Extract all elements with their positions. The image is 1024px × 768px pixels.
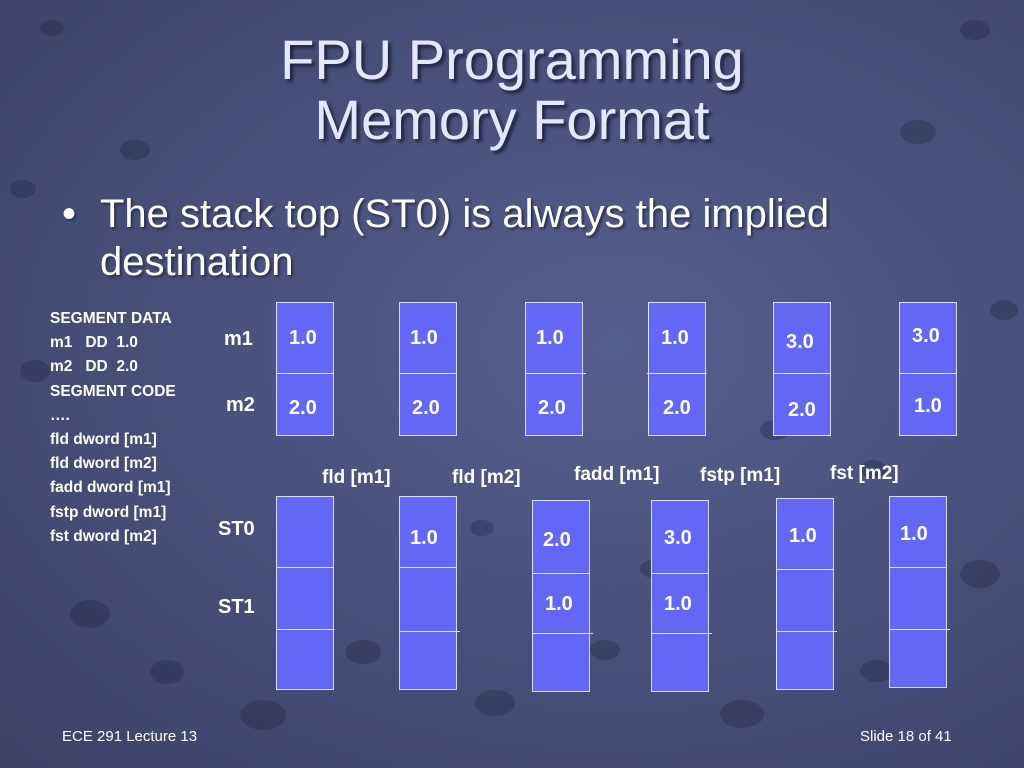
stack-st0-value: 1.0	[789, 525, 817, 547]
title-line-2: Memory Format	[314, 88, 710, 151]
code-listing: SEGMENT DATA m1 DD 1.0 m2 DD 2.0 SEGMENT…	[50, 307, 176, 549]
divider	[774, 373, 830, 374]
code-line: m1 DD 1.0	[50, 334, 138, 352]
code-line: fst dword [m2]	[50, 527, 157, 545]
background-bubble	[70, 600, 110, 628]
code-line: SEGMENT CODE	[50, 382, 176, 400]
background-bubble	[960, 20, 990, 40]
divider	[400, 567, 456, 568]
bullet-text: The stack top (ST0) is always the implie…	[100, 192, 830, 284]
memory-m1-value: 1.0	[410, 327, 438, 349]
divider	[277, 629, 335, 630]
instruction-label: fstp [m1]	[700, 465, 781, 486]
divider	[526, 373, 586, 374]
title-line-1: FPU Programming	[280, 28, 744, 91]
background-bubble	[20, 360, 50, 382]
label-m2: m2	[226, 394, 255, 416]
code-line: SEGMENT DATA	[50, 310, 172, 327]
divider	[777, 631, 837, 632]
memory-m1-value: 3.0	[912, 325, 940, 347]
memory-m1-value: 1.0	[536, 327, 564, 349]
divider	[652, 573, 708, 574]
stack-st1-value: 1.0	[545, 593, 573, 615]
divider	[533, 573, 589, 574]
slide-title: FPU Programming Memory Format	[0, 30, 1024, 150]
divider	[652, 633, 712, 634]
memory-m1-value: 1.0	[289, 327, 317, 349]
bullet-marker: •	[62, 192, 77, 236]
divider	[900, 373, 956, 374]
instruction-label: fst [m2]	[830, 463, 899, 484]
memory-m2-value: 2.0	[412, 397, 440, 419]
divider	[890, 629, 950, 630]
stack-box: 1.0	[399, 496, 460, 690]
divider	[277, 373, 333, 374]
stack-st0-value: 2.0	[543, 529, 571, 551]
memory-m1-value: 1.0	[661, 327, 689, 349]
memory-m2-value: 2.0	[663, 397, 691, 419]
background-bubble	[470, 520, 494, 536]
divider	[400, 631, 460, 632]
stack-box	[276, 496, 335, 690]
stack-st0-value: 3.0	[664, 527, 692, 549]
code-line: fadd dword [m1]	[50, 479, 171, 497]
footer-right: Slide 18 of 41	[860, 728, 952, 745]
code-line: ….	[50, 406, 70, 424]
background-bubble	[150, 660, 184, 684]
stack-box: 2.0 1.0	[532, 500, 593, 692]
instruction-label: fadd [m1]	[574, 464, 660, 485]
background-bubble	[860, 460, 886, 478]
memory-m2-value: 2.0	[289, 397, 317, 419]
memory-box: 1.0 2.0	[276, 302, 334, 436]
memory-box: 1.0 2.0	[525, 302, 586, 436]
stack-st0-value: 1.0	[900, 523, 928, 545]
stack-st0-value: 1.0	[410, 527, 438, 549]
memory-box: 3.0 1.0	[899, 302, 957, 436]
divider	[533, 633, 593, 634]
memory-box: 1.0 2.0	[647, 302, 707, 436]
divider	[890, 567, 946, 568]
memory-m2-value: 1.0	[914, 395, 942, 417]
background-bubble	[900, 120, 936, 144]
label-m1: m1	[224, 328, 253, 350]
background-bubble	[40, 20, 64, 36]
background-bubble	[345, 640, 381, 664]
background-bubble	[960, 560, 1000, 588]
stack-box: 3.0 1.0	[651, 500, 712, 692]
footer-left: ECE 291 Lecture 13	[62, 728, 198, 745]
background-bubble	[720, 700, 764, 728]
stack-box: 1.0	[889, 496, 950, 688]
background-bubble	[590, 640, 620, 660]
code-line: fld dword [m1]	[50, 431, 157, 449]
memory-m2-value: 2.0	[788, 399, 816, 421]
memory-m1-value: 3.0	[786, 331, 814, 353]
background-bubble	[475, 690, 515, 716]
divider	[277, 567, 333, 568]
divider	[400, 373, 456, 374]
divider	[647, 373, 707, 374]
background-bubble	[990, 300, 1018, 320]
code-line: m2 DD 2.0	[50, 358, 138, 376]
instruction-label: fld [m2]	[452, 467, 521, 488]
memory-m2-value: 2.0	[538, 397, 566, 419]
instruction-label: fld [m1]	[322, 467, 391, 488]
code-line: fld dword [m2]	[50, 455, 157, 473]
memory-box: 1.0 2.0	[399, 302, 457, 436]
background-bubble	[10, 180, 36, 198]
background-bubble	[860, 660, 894, 682]
label-st1: ST1	[218, 596, 255, 618]
memory-box: 3.0 2.0	[773, 302, 831, 436]
stack-st1-value: 1.0	[664, 593, 692, 615]
stack-box: 1.0	[776, 498, 837, 690]
label-st0: ST0	[218, 518, 255, 540]
divider	[777, 569, 833, 570]
background-bubble	[120, 140, 150, 160]
background-bubble	[240, 700, 286, 730]
code-line: fstp dword [m1]	[50, 503, 167, 521]
